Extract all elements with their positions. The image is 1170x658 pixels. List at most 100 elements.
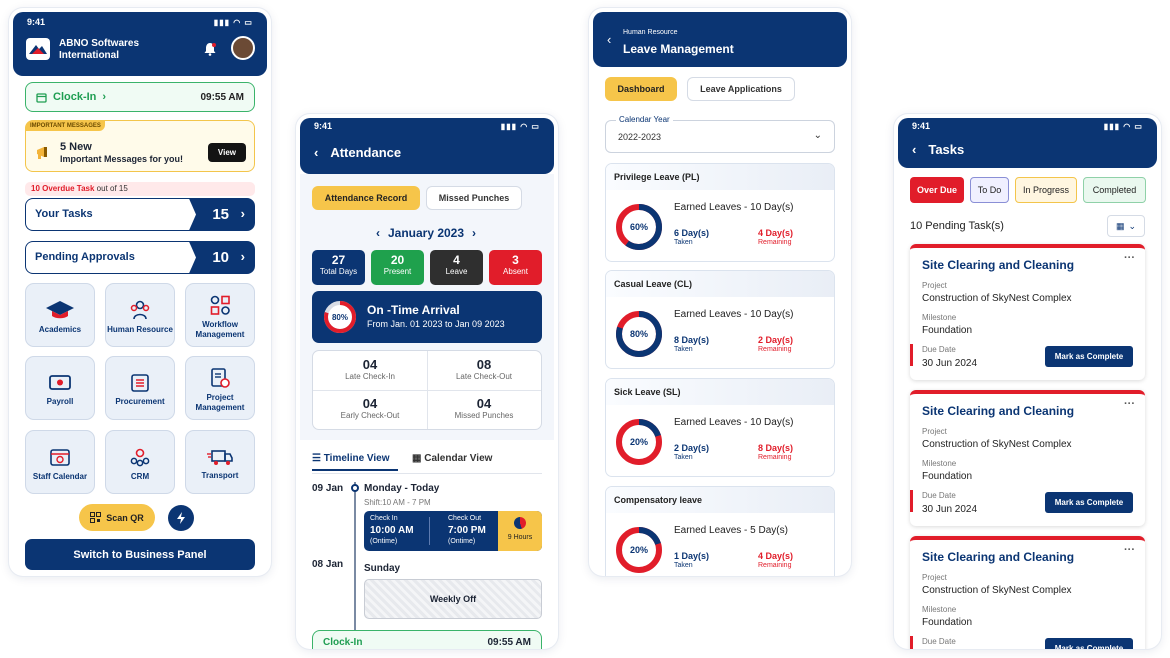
day-title: Sunday xyxy=(364,563,401,574)
remaining: 8 Day(s) Remaining xyxy=(758,443,793,461)
quick-action-button[interactable] xyxy=(168,505,194,531)
earned-leaves: Earned Leaves - 10 Day(s) xyxy=(674,309,794,320)
stat-value: 20 xyxy=(390,253,405,267)
taken-value: 2 Day(s) xyxy=(674,443,710,453)
tile-transport[interactable]: Transport xyxy=(185,430,255,494)
donut-taken xyxy=(616,419,662,465)
messages-tag: IMPORTANT MESSAGES xyxy=(26,121,105,131)
hours-pie-icon xyxy=(514,517,526,529)
your-tasks-button[interactable]: Your Tasks 15 › xyxy=(25,198,255,231)
tab-missed-punches[interactable]: Missed Punches xyxy=(426,186,522,210)
your-tasks-count: 15 xyxy=(212,206,229,223)
mark-complete-button[interactable]: Mark as Complete xyxy=(1045,492,1133,513)
list-icon xyxy=(130,373,150,393)
tile-label: Project Management xyxy=(195,393,245,412)
chevron-left-icon[interactable]: ‹ xyxy=(375,226,380,240)
clock-in-button[interactable]: Clock-In 09:55 AM xyxy=(312,630,542,649)
tab-calendar-view[interactable]: ▦ Calendar View xyxy=(412,453,492,464)
back-arrow-icon[interactable]: ‹ xyxy=(607,32,612,47)
filter-over-due[interactable]: Over Due xyxy=(910,177,964,203)
more-options-icon[interactable]: ··· xyxy=(1124,252,1135,264)
task-card[interactable]: Site Clearing and Cleaning ··· Project Cons… xyxy=(910,244,1145,380)
checkout-note: (Ontime) xyxy=(448,538,476,545)
tab-leave-applications[interactable]: Leave Applications xyxy=(687,77,795,101)
task-title: Site Clearing and Cleaning xyxy=(922,258,1075,272)
leave-card[interactable]: Privilege Leave (PL) 60% Earned Leaves - 1… xyxy=(605,163,835,262)
stat-label: Leave xyxy=(445,267,468,276)
task-card[interactable]: Site Clearing and Cleaning ··· Project Cons… xyxy=(910,536,1145,649)
leave-card[interactable]: Compensatory leave 20% Earned Leaves - 5 D… xyxy=(605,486,835,576)
more-options-icon[interactable]: ··· xyxy=(1124,544,1135,556)
chevron-right-icon: › xyxy=(102,91,107,103)
tile-crm[interactable]: CRM xyxy=(105,430,175,494)
tile-payroll[interactable]: Payroll xyxy=(25,356,95,420)
tile-staff-calendar[interactable]: Staff Calendar xyxy=(25,430,95,494)
view-button[interactable]: View xyxy=(207,143,246,162)
taken-label: Taken xyxy=(674,239,693,246)
chevron-right-icon: › xyxy=(240,249,245,264)
page-title: Tasks xyxy=(928,142,965,157)
tile-academics[interactable]: Academics xyxy=(25,283,95,347)
tile-procurement[interactable]: Procurement xyxy=(105,356,175,420)
your-tasks-bg xyxy=(26,199,196,230)
scan-qr-button[interactable]: Scan QR xyxy=(79,504,155,531)
remaining: 4 Day(s) Remaining xyxy=(758,551,793,569)
back-arrow-icon[interactable]: ‹ xyxy=(314,145,319,160)
filter-to-do[interactable]: To Do xyxy=(970,177,1009,203)
back-arrow-icon[interactable]: ‹ xyxy=(912,142,917,157)
punch-card: Check In 10:00 AM (Ontime) Check Out 7:0… xyxy=(364,511,542,551)
tile-project-management[interactable]: Project Management xyxy=(185,356,255,420)
view-toggle-button[interactable]: ▦ ⌄ xyxy=(1107,215,1145,237)
tab-attendance-record[interactable]: Attendance Record xyxy=(312,186,420,210)
calendar-year-select[interactable]: Calendar Year 2022-2023 ⌄ xyxy=(605,115,835,153)
status-time: 9:41 xyxy=(314,121,333,131)
remaining-value: 4 Day(s) xyxy=(758,228,794,238)
stat-label: Absent xyxy=(503,267,528,276)
pending-approvals-button[interactable]: Pending Approvals 10 › xyxy=(25,241,255,274)
bell-icon[interactable] xyxy=(203,42,217,56)
task-card[interactable]: Site Clearing and Cleaning ··· Project Cons… xyxy=(910,390,1145,526)
remaining-value: 2 Day(s) xyxy=(758,335,794,345)
truck-icon xyxy=(206,447,234,467)
stat-value: 4 xyxy=(453,253,460,267)
taken: 6 Day(s) Taken xyxy=(674,228,709,246)
filter-in-progress[interactable]: In Progress xyxy=(1015,177,1077,203)
clock-time: 09:55 AM xyxy=(200,91,244,103)
earned-leaves: Earned Leaves - 5 Day(s) xyxy=(674,525,788,536)
home-screen: 9:41 ▮▮▮ ◠ ▭ ABNO Softwares International … xyxy=(9,8,271,576)
tab-dashboard[interactable]: Dashboard xyxy=(605,77,677,101)
company-name: ABNO Softwares International xyxy=(59,38,139,62)
project-value: Construction of SkyNest Complex xyxy=(922,293,1072,304)
arrival-progress-ring: 80% xyxy=(324,301,356,333)
leave-card[interactable]: Casual Leave (CL) 80% Earned Leaves - 10 D… xyxy=(605,270,835,369)
tile-label: Payroll xyxy=(46,397,74,406)
pending-approvals-bg xyxy=(26,242,196,273)
select-label: Calendar Year xyxy=(616,115,673,124)
weekly-off-card: Weekly Off xyxy=(364,579,542,619)
clipboard-icon xyxy=(209,367,231,389)
tab-timeline-view[interactable]: ☰ Timeline View xyxy=(312,453,398,471)
taken: 1 Day(s) Taken xyxy=(674,551,709,569)
remaining: 2 Day(s) Remaining xyxy=(758,335,793,353)
overdue-rest: out of 15 xyxy=(94,184,128,193)
more-options-icon[interactable]: ··· xyxy=(1124,398,1135,410)
workflow-icon xyxy=(209,294,231,316)
important-messages-card: IMPORTANT MESSAGES 5 New Important Messa… xyxy=(25,120,255,172)
mark-complete-button[interactable]: Mark as Complete xyxy=(1045,638,1133,649)
tasks-header: 9:41 ▮▮▮ ◠ ▭ ‹ Tasks xyxy=(898,118,1157,168)
leave-header: ‹ Human Resource Leave Management xyxy=(593,12,847,67)
clock-in-button[interactable]: Clock-In › 09:55 AM xyxy=(25,82,255,112)
leave-card[interactable]: Sick Leave (SL) 20% Earned Leaves - 10 Day… xyxy=(605,378,835,477)
avatar[interactable] xyxy=(231,36,255,60)
switch-business-panel-button[interactable]: Switch to Business Panel xyxy=(25,539,255,570)
leave-donut-chart: 20% xyxy=(616,527,662,573)
pending-approvals-label: Pending Approvals xyxy=(35,251,135,263)
earned-leaves: Earned Leaves - 10 Day(s) xyxy=(674,417,794,428)
tile-human-resource[interactable]: Human Resource xyxy=(105,283,175,347)
mark-complete-button[interactable]: Mark as Complete xyxy=(1045,346,1133,367)
filter-completed[interactable]: Completed xyxy=(1083,177,1146,203)
month-selector: ‹ January 2023 › xyxy=(366,226,486,240)
tile-workflow-management[interactable]: Workflow Management xyxy=(185,283,255,347)
chevron-right-icon[interactable]: › xyxy=(472,226,477,240)
status-icons: ▮▮▮ ◠ ▭ xyxy=(213,17,253,27)
